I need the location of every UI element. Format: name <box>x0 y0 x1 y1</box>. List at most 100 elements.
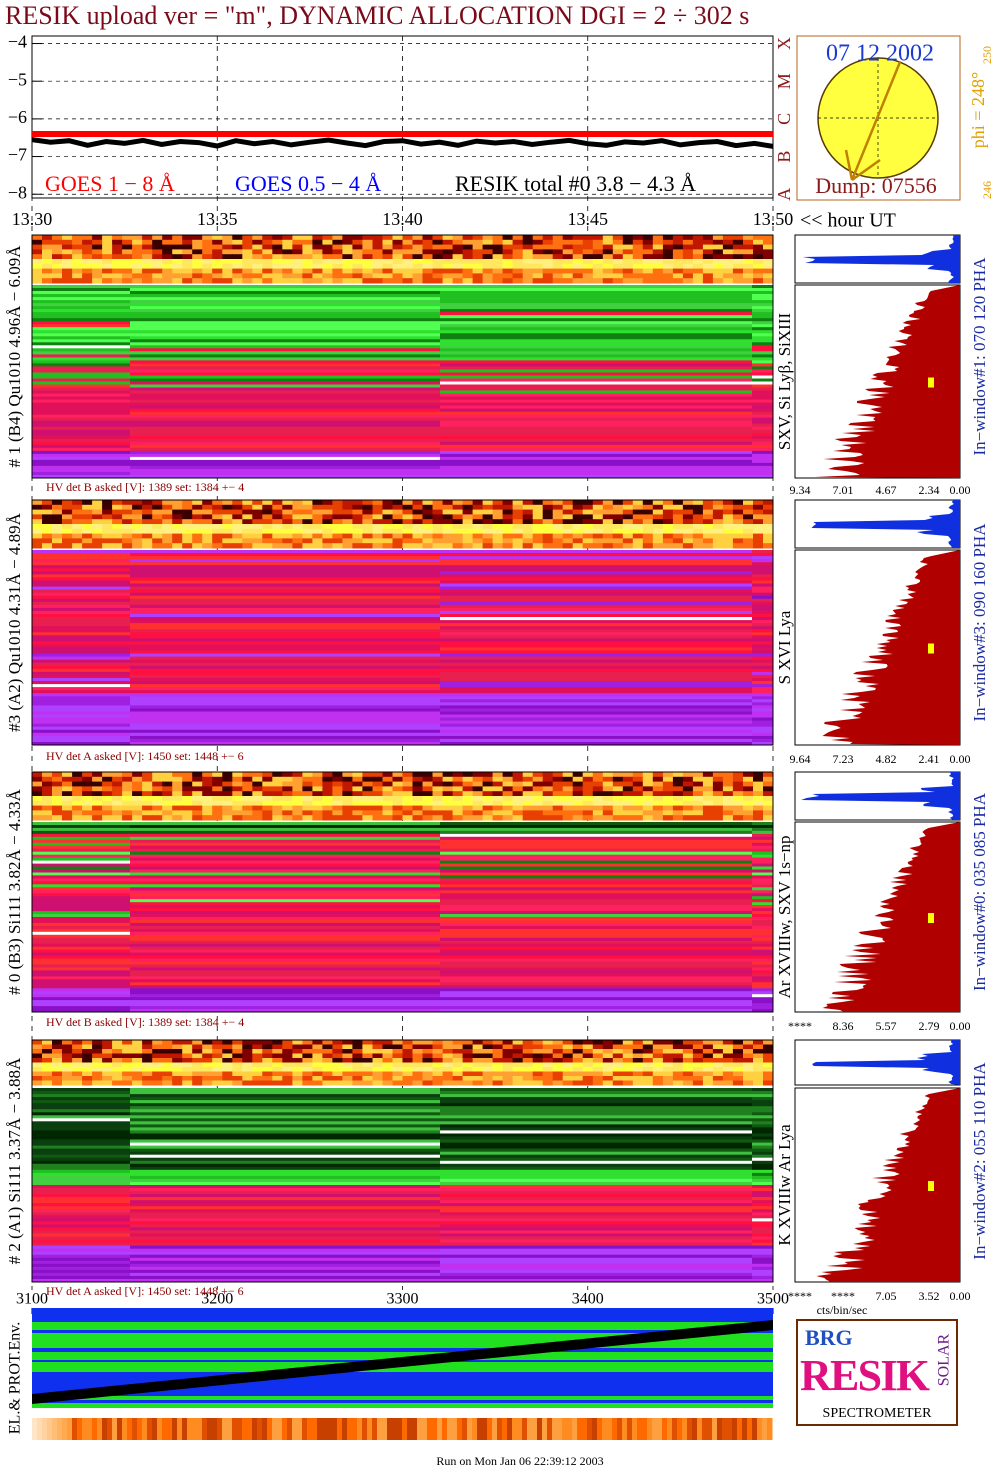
spectrogram-row <box>440 469 752 473</box>
strip-cell <box>592 1080 604 1086</box>
strip-cell <box>162 259 173 265</box>
spectrogram-row <box>752 833 773 838</box>
strip-cell <box>72 772 83 778</box>
strip-cell <box>82 796 93 802</box>
spectrogram-row <box>440 333 752 337</box>
strip-cell <box>152 268 163 274</box>
strip-cell <box>432 786 443 792</box>
scale-label: 9.34 <box>790 483 811 497</box>
strip-cell <box>522 1058 534 1063</box>
env-band <box>32 1400 773 1403</box>
strip-cell <box>592 810 604 816</box>
strip-cell <box>232 786 243 792</box>
strip-cell <box>722 776 734 783</box>
strip-cell <box>712 514 724 520</box>
strip-cell <box>532 249 544 255</box>
strip-cell <box>763 1049 774 1054</box>
strip-cell <box>692 538 704 544</box>
strip-cell <box>362 772 373 778</box>
strip-cell <box>242 1067 253 1072</box>
strip-cell <box>632 1080 644 1086</box>
strip-cell <box>632 772 644 778</box>
strip-cell <box>722 268 734 274</box>
gradient-cell <box>67 1418 73 1440</box>
spectrogram-row <box>752 825 773 829</box>
strip-cell <box>182 1040 193 1045</box>
strip-cell <box>712 543 724 549</box>
strip-cell <box>212 781 223 787</box>
spectrogram-row <box>32 869 130 873</box>
strip-cell <box>702 1067 714 1072</box>
strip-cell <box>612 800 624 807</box>
sun-top: 250 <box>980 46 994 64</box>
spectrogram-row <box>440 872 752 876</box>
strip-cell <box>312 514 323 520</box>
spectrogram-row <box>130 330 440 334</box>
strip-cell <box>152 1049 163 1054</box>
strip-cell <box>622 533 634 539</box>
strip-cell <box>92 1049 103 1054</box>
spectrogram-row <box>32 699 130 703</box>
strip-cell <box>572 533 584 539</box>
strip-cell <box>632 524 644 530</box>
strip-cell <box>252 815 263 821</box>
spectrogram-row <box>440 985 752 989</box>
strip-cell <box>32 500 43 506</box>
strip-cell <box>302 800 313 807</box>
strip-cell <box>502 1067 514 1072</box>
spectrogram-row <box>752 459 773 464</box>
strip-cell <box>582 776 594 783</box>
strip-cell <box>252 1080 263 1086</box>
spectrogram-row <box>752 1133 773 1137</box>
strip-cell <box>612 1044 624 1050</box>
spectrogram-row <box>752 1009 773 1013</box>
spectrogram-row <box>752 1000 773 1004</box>
strip-cell <box>62 259 73 265</box>
spectrogram-row <box>32 318 130 322</box>
strip-cell <box>542 1049 554 1054</box>
strip-cell <box>212 504 223 511</box>
spectrogram-row <box>32 1257 130 1262</box>
strip-cell <box>32 810 43 816</box>
spectrogram-row <box>752 1236 773 1240</box>
strip-cell <box>322 805 333 811</box>
strip-cell <box>472 519 484 525</box>
spectrogram-row <box>440 1118 752 1122</box>
strip-cell <box>622 254 634 260</box>
strip-cell <box>662 263 674 270</box>
spectrogram-row <box>32 601 130 606</box>
spectrogram-row <box>130 336 440 340</box>
gradient-cell <box>542 1418 548 1440</box>
strip-cell <box>272 772 283 778</box>
strip-cell <box>232 1080 243 1086</box>
strip-cell <box>692 519 704 525</box>
strip-cell <box>382 244 393 250</box>
strip-cell <box>672 805 684 811</box>
spectrogram-row <box>752 324 773 328</box>
strip-cell <box>192 1040 203 1045</box>
strip-cell <box>322 254 333 260</box>
scale-label: 4.82 <box>876 752 897 766</box>
strip-cell <box>482 244 494 250</box>
spectrogram-row <box>130 1172 440 1177</box>
strip-cell <box>402 543 413 549</box>
gradient-cell <box>477 1418 483 1440</box>
strip-cell <box>132 1058 143 1063</box>
strip-cell <box>432 504 443 511</box>
strip-cell <box>62 509 73 515</box>
spectrogram-row <box>752 976 773 980</box>
strip-cell <box>712 254 724 260</box>
strip-cell <box>552 524 564 530</box>
strip-cell <box>482 815 494 821</box>
strip-cell <box>202 772 213 778</box>
spectrogram-row <box>752 839 773 844</box>
strip-cell <box>122 796 133 802</box>
strip-cell <box>743 538 754 544</box>
strip-cell <box>352 1044 363 1050</box>
spectrogram-row <box>130 456 440 461</box>
strip-cell <box>462 1044 474 1050</box>
spectrogram-row <box>440 288 752 292</box>
spectrogram-row <box>32 1121 130 1125</box>
strip-cell <box>732 772 744 778</box>
strip-cell <box>372 1058 383 1063</box>
